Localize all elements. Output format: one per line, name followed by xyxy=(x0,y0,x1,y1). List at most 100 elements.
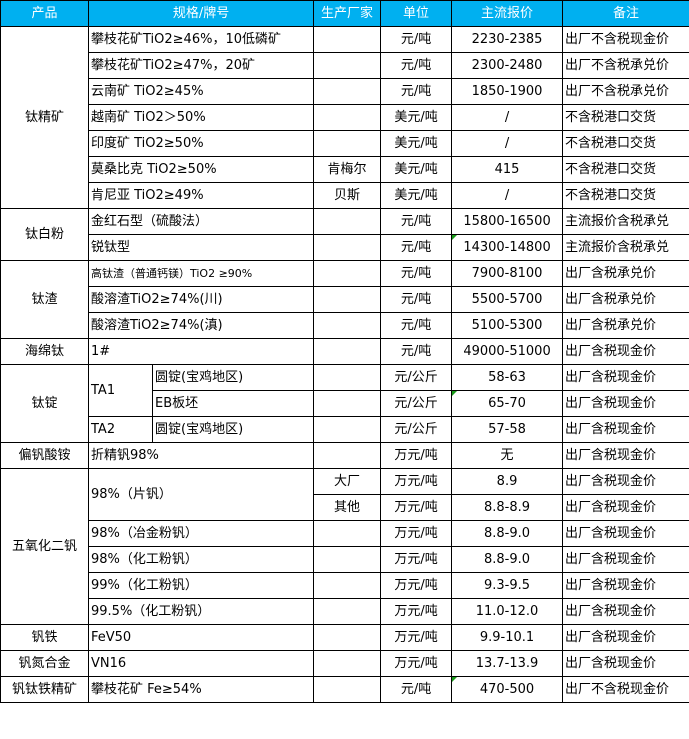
product-name: 钛渣 xyxy=(0,260,89,339)
table-row: 海绵钛 1# 元/吨 49000-51000 出厂含税现金价 xyxy=(0,338,689,365)
maker-cell xyxy=(313,130,382,157)
table-row: 酸溶渣TiO2≥74%(川) 元/吨 5500-5700 出厂含税承兑价 xyxy=(1,286,689,313)
note-cell: 出厂含税承兑价 xyxy=(562,260,689,287)
note-cell: 主流报价含税承兑 xyxy=(562,208,689,235)
table-row: 98%（化工粉钒） 万元/吨 8.8-9.0 出厂含税现金价 xyxy=(1,546,689,573)
note-cell: 出厂含税承兑价 xyxy=(562,286,689,313)
unit-cell: 元/公斤 xyxy=(380,390,453,417)
table-row: 钒钛铁精矿 攀枝花矿 Fe≥54% 元/吨 470-500 出厂不含税现金价 xyxy=(0,676,689,703)
unit-cell: 万元/吨 xyxy=(380,572,453,599)
unit-cell: 元/吨 xyxy=(380,234,453,261)
unit-cell: 元/吨 xyxy=(380,52,453,79)
spec-cell: 莫桑比克 TiO2≥50% xyxy=(87,156,315,183)
table-body: 钛精矿 攀枝花矿TiO2≥46%，10低磷矿 元/吨 2230-2385 出厂不含税现金… xyxy=(0,26,689,703)
table-row: 钒铁 FeV50 万元/吨 9.9-10.1 出厂含税现金价 xyxy=(0,624,689,651)
spec-cell: TA2 xyxy=(88,416,153,443)
maker-cell xyxy=(313,676,382,703)
table-row: 锐钛型 元/吨 14300-14800 主流报价含税承兑 xyxy=(1,234,689,261)
table-row: 偏钒酸铵 折精钒98% 万元/吨无出厂含税现金价 xyxy=(0,442,689,469)
spec-cell: 越南矿 TiO2＞50% xyxy=(87,104,315,131)
unit-cell: 美元/吨 xyxy=(380,130,453,157)
price-cell: 2300-2480 xyxy=(451,52,564,79)
header-row: 产品 规格/牌号 生产厂家 单位 主流报价 备注 xyxy=(0,0,689,27)
table-row: 莫桑比克 TiO2≥50% 肯梅尔 美元/吨 415 不含税港口交货 xyxy=(1,156,689,183)
unit-cell: 美元/吨 xyxy=(380,104,453,131)
maker-cell: 肯梅尔 xyxy=(313,156,382,183)
unit-cell: 元/吨 xyxy=(380,78,453,105)
maker-cell xyxy=(313,572,382,599)
price-cell: 5500-5700 xyxy=(451,286,564,313)
price-cell: 8.9 xyxy=(451,468,564,495)
product-name: 钒钛铁精矿 xyxy=(0,676,89,703)
spec-cell: 98%（化工粉钒） xyxy=(87,546,315,573)
price-cell: 57-58 xyxy=(451,416,564,443)
table-row: 酸溶渣TiO2≥74%(滇) 元/吨 5100-5300 出厂含税承兑价 xyxy=(1,312,689,339)
header-price: 主流报价 xyxy=(451,0,564,27)
spec-cell: 酸溶渣TiO2≥74%(滇) xyxy=(87,312,315,339)
spec-cell: 99%（化工粉钒） xyxy=(87,572,315,599)
maker-cell xyxy=(313,624,382,651)
maker-cell xyxy=(313,104,382,131)
note-cell: 出厂含税现金价 xyxy=(562,442,689,469)
header-note: 备注 xyxy=(562,0,689,27)
note-cell: 不含税港口交货 xyxy=(562,156,689,183)
price-cell: 5100-5300 xyxy=(451,312,564,339)
price-cell: 9.9-10.1 xyxy=(451,624,564,651)
maker-cell xyxy=(313,234,382,261)
unit-cell: 元/吨 xyxy=(380,676,453,703)
maker-cell xyxy=(313,364,382,391)
price-cell: 无 xyxy=(451,442,564,469)
price-cell: 13.7-13.9 xyxy=(451,650,564,677)
spec-cell: 99.5%（化工粉钒） xyxy=(87,598,315,625)
note-cell: 出厂含税承兑价 xyxy=(562,312,689,339)
note-cell: 出厂含税现金价 xyxy=(562,520,689,547)
maker-cell: 贝斯 xyxy=(313,182,382,209)
maker-cell xyxy=(313,650,382,677)
spec-cell: 折精钒98% xyxy=(87,442,315,469)
note-cell: 不含税港口交货 xyxy=(562,182,689,209)
spec-cell: 肯尼亚 TiO2≥49% xyxy=(87,182,315,209)
price-cell: 11.0-12.0 xyxy=(451,598,564,625)
product-name: 钛锭 xyxy=(0,364,89,443)
unit-cell: 元/吨 xyxy=(380,286,453,313)
spec-cell: 锐钛型 xyxy=(87,234,315,261)
product-name: 海绵钛 xyxy=(0,338,89,365)
table-row: 钛锭 TA1 圆锭(宝鸡地区) 元/公斤 58-63 出厂含税现金价 xyxy=(0,364,689,443)
unit-cell: 元/吨 xyxy=(380,260,453,287)
note-cell: 出厂含税现金价 xyxy=(562,650,689,677)
price-cell: 8.8-9.0 xyxy=(451,520,564,547)
spec-cell: 攀枝花矿 Fe≥54% xyxy=(87,676,315,703)
spec-cell: 1# xyxy=(87,338,315,365)
maker-cell xyxy=(313,260,382,287)
spec-cell: TA1 xyxy=(88,364,153,417)
note-cell: 出厂含税现金价 xyxy=(562,598,689,625)
spec-cell: 酸溶渣TiO2≥74%(川) xyxy=(87,286,315,313)
maker-cell xyxy=(313,520,382,547)
table-row: 98%（冶金粉钒） 万元/吨 8.8-9.0 出厂含税现金价 xyxy=(1,520,689,547)
maker-cell xyxy=(313,286,382,313)
unit-cell: 万元/吨 xyxy=(380,624,453,651)
maker-cell xyxy=(313,208,382,235)
table-row: 五氧化二钒 98%（片钒） 大厂 万元/吨 8.9 出厂含税现金价 xyxy=(0,468,689,625)
table-row: 攀枝花矿TiO2≥47%，20矿 元/吨 2300-2480 出厂不含税承兑价 xyxy=(1,52,689,79)
note-cell: 出厂含税现金价 xyxy=(562,494,689,521)
note-cell: 出厂含税现金价 xyxy=(562,468,689,495)
unit-cell: 万元/吨 xyxy=(380,650,453,677)
unit-cell: 万元/吨 xyxy=(380,494,453,521)
price-cell: 2230-2385 xyxy=(451,26,564,53)
product-name: 偏钒酸铵 xyxy=(0,442,89,469)
price-cell: 8.8-8.9 xyxy=(451,494,564,521)
product-name: 钛白粉 xyxy=(0,208,89,261)
spec-cell: 98%（冶金粉钒） xyxy=(87,520,315,547)
table-row: 肯尼亚 TiO2≥49% 贝斯 美元/吨 / 不含税港口交货 xyxy=(1,182,689,209)
maker-cell: 其他 xyxy=(313,494,382,521)
spec-cell: VN16 xyxy=(87,650,315,677)
price-cell: 58-63 xyxy=(451,364,564,391)
unit-cell: 元/公斤 xyxy=(380,364,453,391)
note-cell: 出厂含税现金价 xyxy=(562,624,689,651)
maker-cell xyxy=(313,338,382,365)
unit-cell: 元/吨 xyxy=(380,338,453,365)
maker-cell xyxy=(313,416,382,443)
spec-cell: 金红石型（硫酸法） xyxy=(87,208,315,235)
product-name: 钒氮合金 xyxy=(0,650,89,677)
